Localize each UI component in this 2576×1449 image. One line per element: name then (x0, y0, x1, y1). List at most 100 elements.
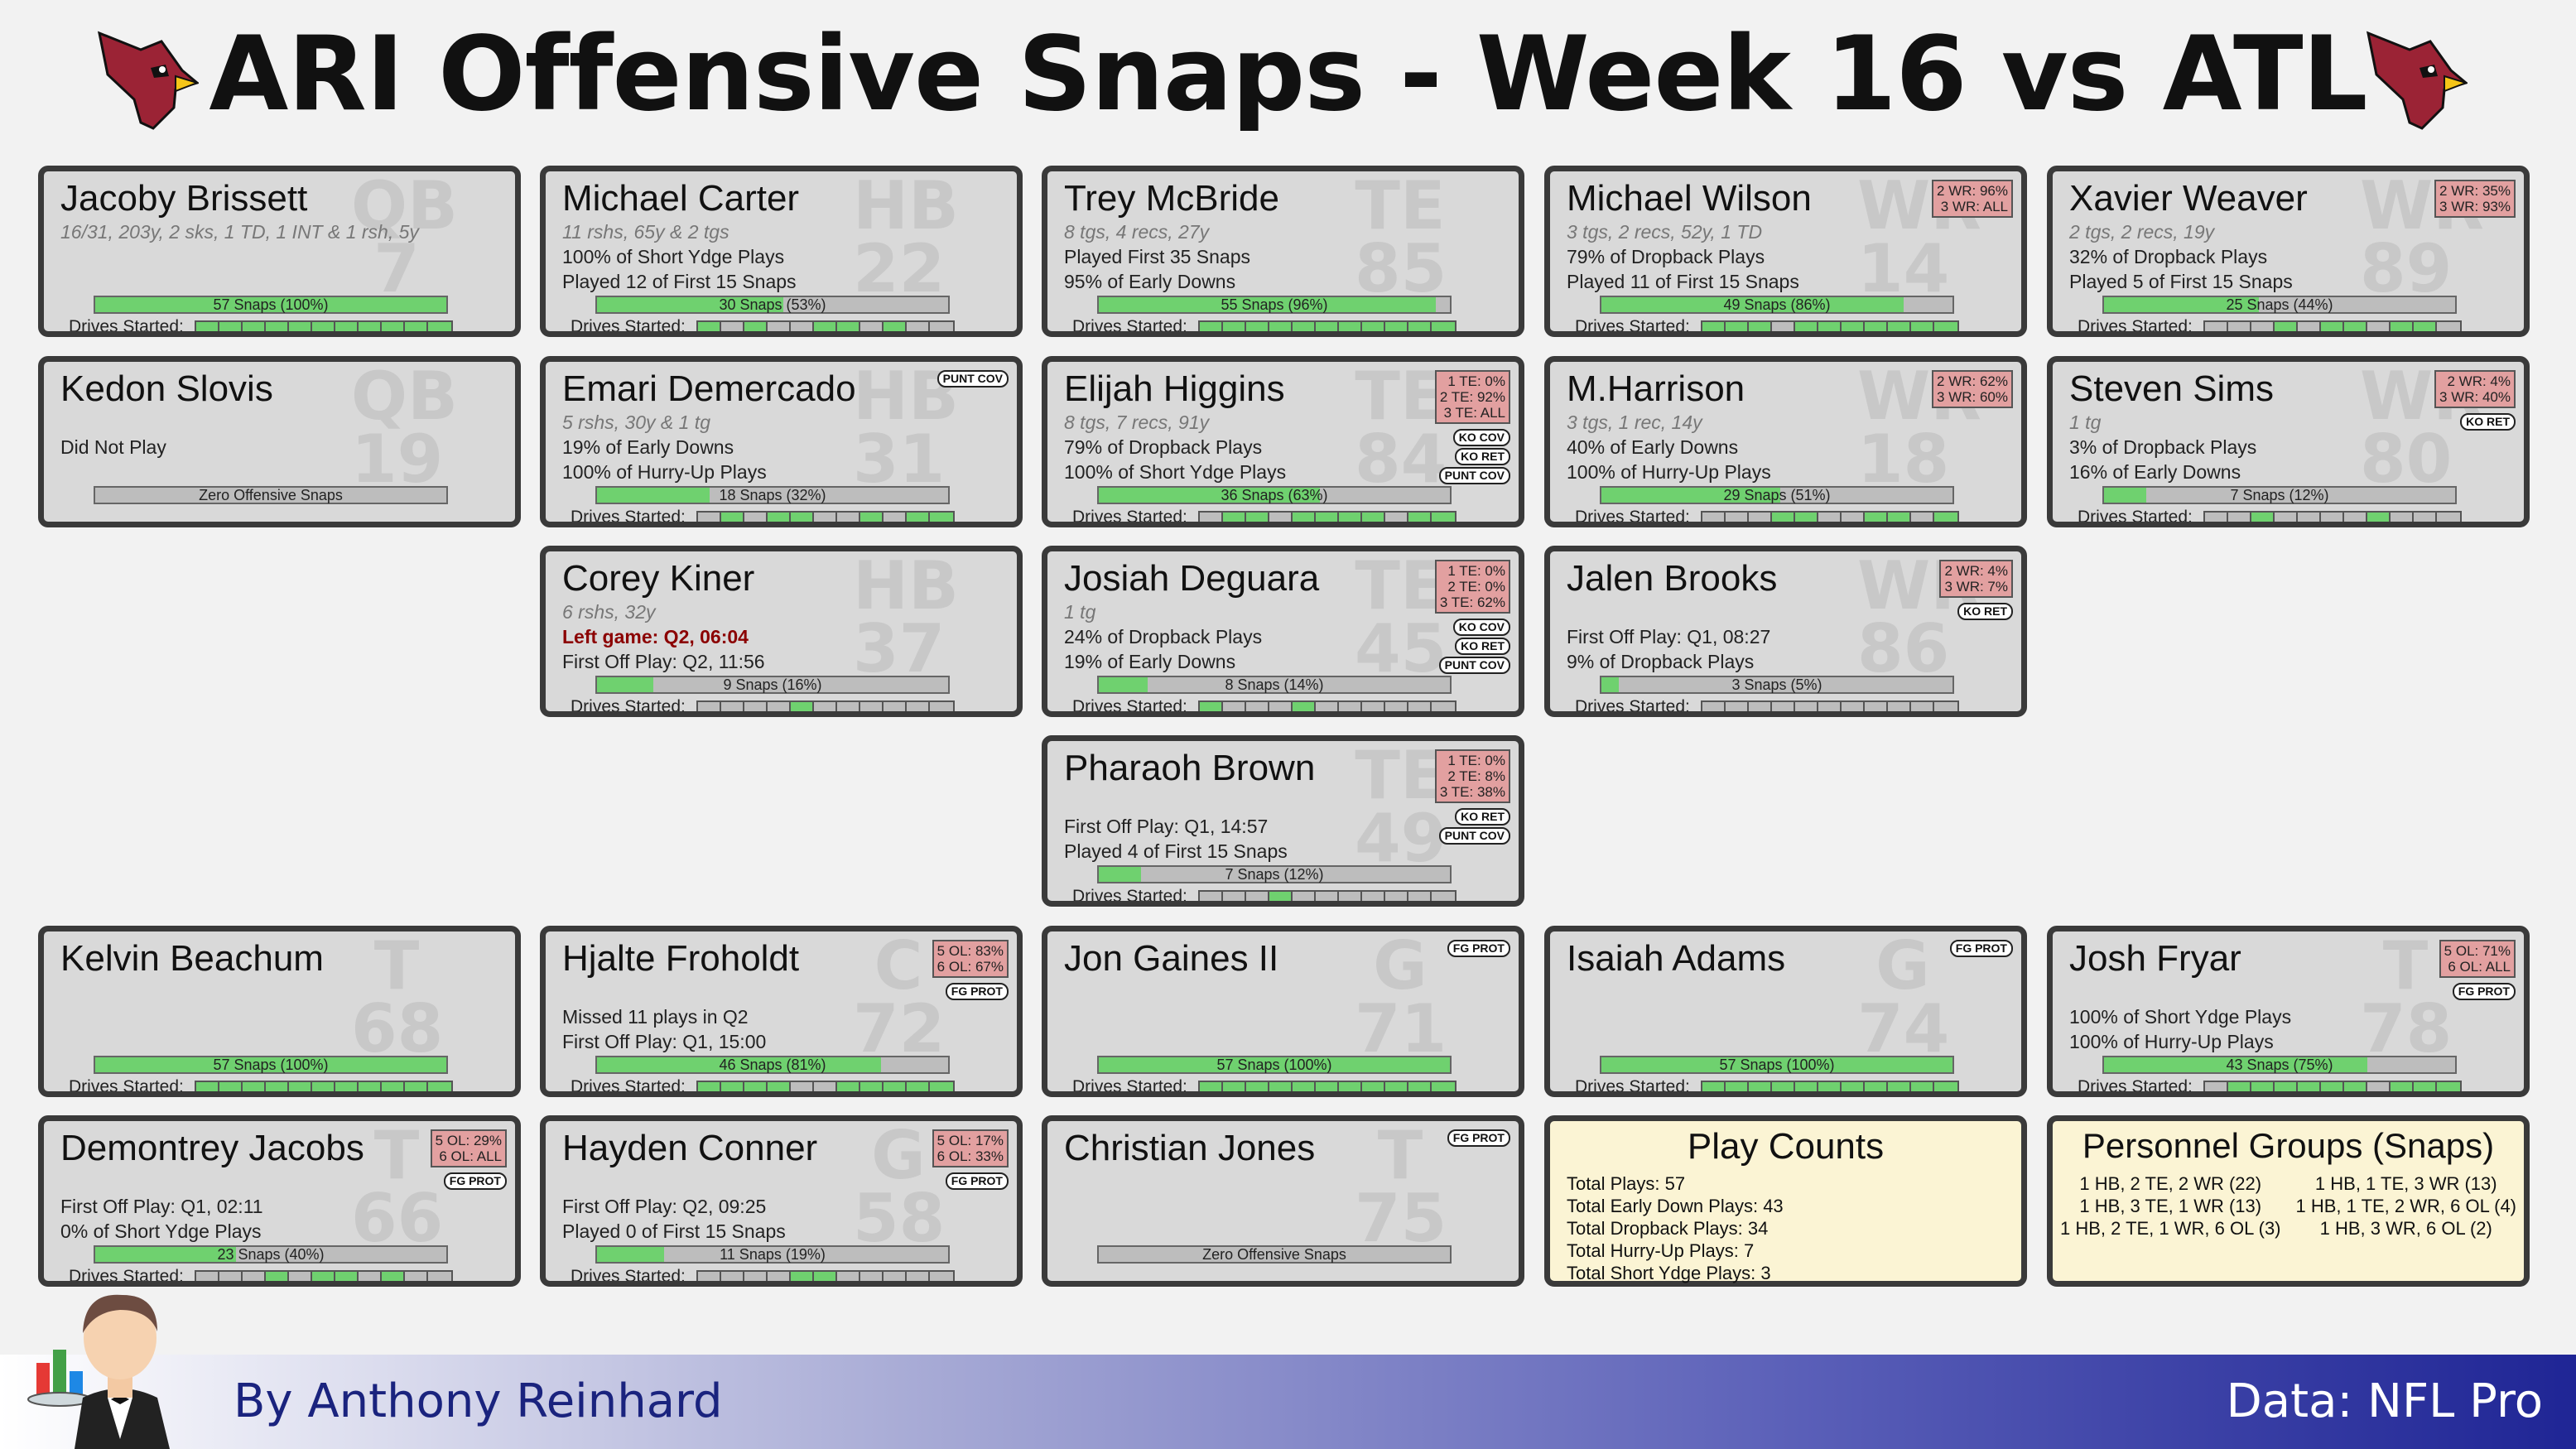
jersey-number: 86 (1857, 610, 1950, 687)
drive-segment (1934, 702, 1957, 711)
player-card-gaines: G 71 Jon Gaines II FG PROT 57 Snaps (100%) Dr… (1042, 926, 1524, 1097)
special-teams-badge: KO RET (1455, 448, 1510, 465)
formation-pct-line: 2 WR: 4% (2447, 373, 2511, 389)
formation-pct-line: 2 WR: 35% (2439, 183, 2511, 199)
drive-segment (1818, 702, 1842, 711)
drive-segment (860, 513, 884, 522)
formation-pct-line: 2 WR: 4% (1944, 563, 2008, 579)
player-stat-line: 1 tg (1064, 601, 1096, 623)
drives-started-label: Drives Started: (69, 1077, 184, 1096)
special-teams-tags: FG PROT (1447, 1129, 1510, 1147)
drive-segment (1888, 702, 1911, 711)
drive-segment (768, 322, 791, 331)
player-note-1: Played First 35 Snaps (1064, 246, 1251, 267)
drive-segment (2391, 322, 2414, 331)
formation-pct-line: 2 TE: 8% (1447, 768, 1505, 784)
position-number-watermark: G 74 (1857, 927, 1950, 1067)
snap-share-fill (1099, 1057, 1450, 1072)
player-note-2: 0% of Short Ydge Plays (60, 1220, 262, 1242)
drive-segment (930, 513, 953, 522)
player-stat-line: 16/31, 203y, 2 sks, 1 TD, 1 INT & 1 rsh,… (60, 221, 419, 243)
drive-segment (382, 1272, 405, 1281)
drive-segment (335, 1272, 359, 1281)
drive-segment (2321, 513, 2344, 522)
drive-segment (2437, 322, 2460, 331)
player-stat-line: 3 tgs, 2 recs, 52y, 1 TD (1567, 221, 1763, 243)
special-teams-badge: FG PROT (945, 1172, 1009, 1190)
player-note-2: Played 11 of First 15 Snaps (1567, 271, 1799, 292)
snap-share-fill (95, 1057, 446, 1072)
personnel-group: 1 HB, 1 TE, 3 WR (13) (2314, 1173, 2497, 1194)
special-teams-badge: PUNT COV (1438, 467, 1510, 484)
drive-segment (359, 1082, 382, 1091)
formation-pct-box: 2 WR: 62% 3 WR: 60% (1932, 370, 2013, 408)
drives-started-track (696, 700, 955, 711)
drive-segment (2251, 513, 2275, 522)
formation-pct-line: 3 TE: 38% (1439, 784, 1505, 800)
drive-segment (405, 1272, 428, 1281)
special-teams-tags: FG PROT (2452, 983, 2516, 1000)
formation-pct-line: 5 OL: 29% (435, 1133, 502, 1148)
drive-segment (359, 1272, 382, 1281)
drives-started-track (195, 320, 453, 331)
cardinal-logo-right (2366, 31, 2468, 130)
drive-segment (219, 322, 243, 331)
drive-segment (1842, 513, 1865, 522)
drives-started-label: Drives Started: (1072, 508, 1187, 527)
position-label: G (1875, 927, 1930, 1004)
jersey-number: 71 (1355, 990, 1447, 1067)
position-number-watermark: C 72 (853, 933, 945, 1062)
drive-segment (791, 702, 814, 711)
drive-segment (814, 1272, 837, 1281)
special-teams-tags: KO COV KO RET PUNT COV (1438, 429, 1510, 484)
position-number-watermark: T 68 (351, 927, 443, 1062)
position-label: HB (853, 167, 959, 244)
formation-pct-line: 3 TE: ALL (1443, 405, 1505, 421)
personnel-group: 1 HB, 2 TE, 1 WR, 6 OL (3) (2059, 1218, 2281, 1239)
player-name: Steven Sims (2069, 368, 2274, 409)
drive-segment (721, 513, 744, 522)
position-number-watermark: HB 31 (853, 363, 959, 493)
player-note-2: 100% of Short Ydge Plays (1064, 461, 1287, 483)
formation-pct-box: 2 WR: 96% 3 WR: ALL (1932, 180, 2013, 218)
special-teams-tags: FG PROT (945, 983, 1009, 1000)
drive-segment (1316, 892, 1339, 901)
snap-count-label: 7 Snaps (12%) (1225, 866, 1324, 883)
drive-segment (1385, 513, 1408, 522)
drives-started-label: Drives Started: (1072, 317, 1187, 336)
special-teams-badge: FG PROT (443, 1172, 507, 1190)
drive-segment (1339, 702, 1362, 711)
drive-segment (1246, 1082, 1269, 1091)
drive-segment (2298, 322, 2321, 331)
drive-segment (196, 322, 219, 331)
drive-segment (1269, 1082, 1293, 1091)
byline: By Anthony Reinhard (234, 1374, 723, 1428)
drive-segment (1316, 1082, 1339, 1091)
drive-segment (1934, 513, 1957, 522)
drive-segment (219, 1272, 243, 1281)
drives-started-label: Drives Started: (2078, 317, 2193, 336)
drive-segment (1432, 892, 1455, 901)
drives-started-track (1198, 1081, 1457, 1091)
drive-segment (1911, 702, 1934, 711)
drive-segment (791, 322, 814, 331)
position-label: T (373, 927, 420, 1004)
drive-segment (405, 322, 428, 331)
snap-count-label: 3 Snaps (5%) (1731, 676, 1822, 693)
drive-segment (2228, 513, 2251, 522)
drive-segment (1223, 702, 1246, 711)
player-note-2: 9% of Dropback Plays (1567, 651, 1755, 672)
drive-segment (1339, 892, 1362, 901)
player-name: Hayden Conner (562, 1128, 818, 1168)
play-count-line: Total Plays: 57 (1567, 1173, 1686, 1194)
jersey-number: 74 (1857, 990, 1950, 1067)
player-note-1: 100% of Short Ydge Plays (562, 246, 785, 267)
drive-segment (1818, 513, 1842, 522)
drive-segment (289, 1272, 312, 1281)
position-number-watermark: HB 37 (853, 553, 959, 682)
special-teams-tags: FG PROT (443, 1172, 507, 1190)
drive-segment (1726, 1082, 1749, 1091)
player-note-2: First Off Play: Q1, 15:00 (562, 1031, 767, 1052)
drive-segment (1293, 702, 1316, 711)
drive-segment (768, 1082, 791, 1091)
